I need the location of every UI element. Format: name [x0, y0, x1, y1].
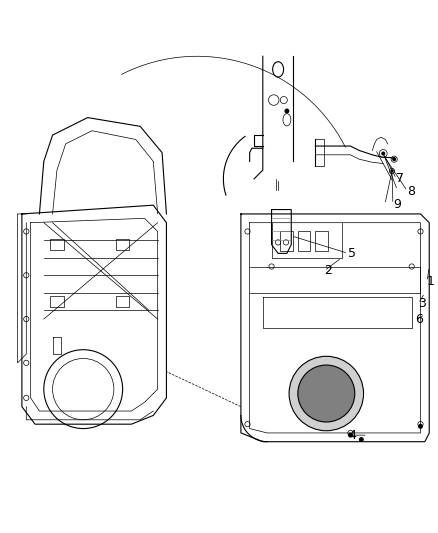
Text: 5: 5 — [348, 247, 356, 260]
Circle shape — [349, 433, 352, 437]
Bar — [50, 239, 64, 250]
Circle shape — [285, 109, 289, 113]
Text: 6: 6 — [415, 313, 423, 326]
Text: 9: 9 — [393, 198, 401, 211]
Text: 4: 4 — [348, 429, 356, 442]
Circle shape — [382, 152, 385, 155]
Text: 2: 2 — [324, 264, 332, 277]
Bar — [298, 231, 310, 251]
Circle shape — [391, 170, 393, 172]
Bar — [116, 296, 129, 307]
Circle shape — [393, 158, 396, 160]
Circle shape — [298, 365, 355, 422]
Circle shape — [419, 425, 422, 428]
Circle shape — [289, 356, 364, 431]
Bar — [315, 231, 328, 251]
Text: 8: 8 — [407, 184, 415, 198]
Bar — [280, 231, 293, 251]
Circle shape — [360, 438, 363, 441]
Text: 3: 3 — [418, 297, 426, 310]
Bar — [50, 296, 64, 307]
Text: 7: 7 — [396, 172, 404, 185]
Bar — [116, 239, 129, 250]
Text: 1: 1 — [427, 276, 435, 288]
